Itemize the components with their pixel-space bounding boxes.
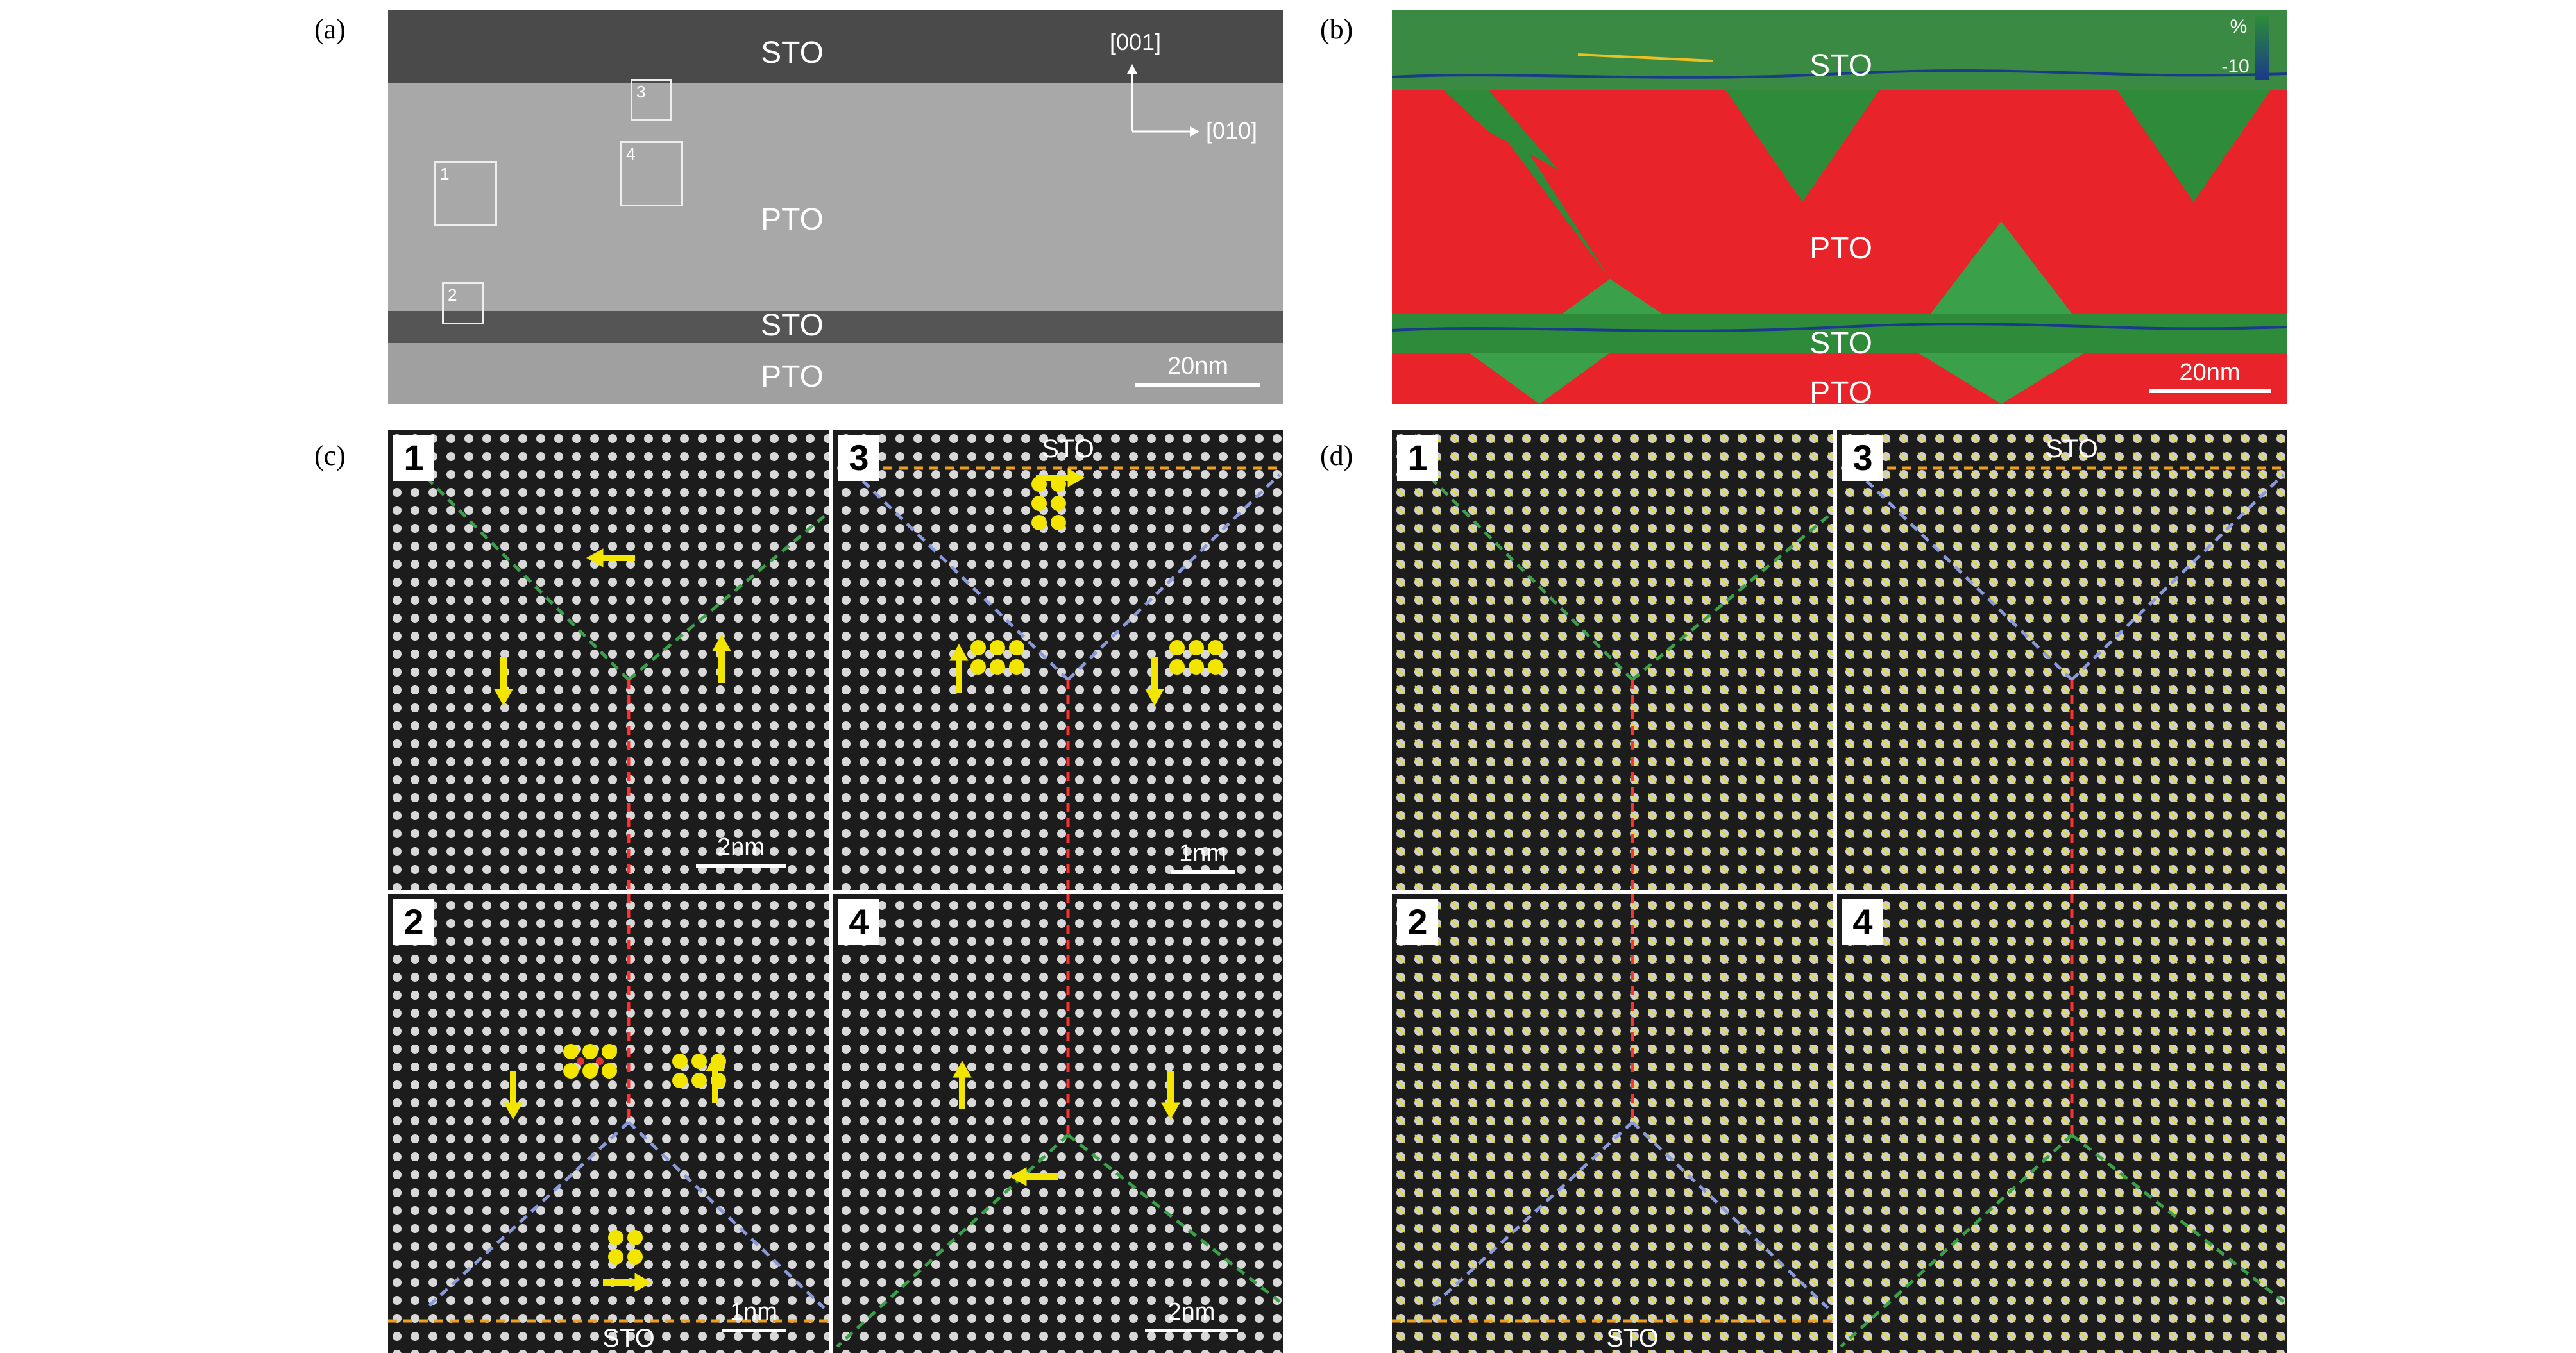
scalebar-c4: 2nm xyxy=(1145,1298,1238,1332)
sub-panel-c4-number: 4 xyxy=(838,899,879,945)
vector-field-d xyxy=(1392,430,2287,1353)
label-sto-mid: STO xyxy=(1809,326,1872,360)
axis-001-label: [001] xyxy=(1109,29,1162,55)
scalebar-c3: 1nm xyxy=(1171,840,1235,874)
axis-arrows xyxy=(1127,64,1199,137)
panel-a-tem-image: STO PTO STO PTO 3 1 4 2 [001] [010] 20nm xyxy=(388,10,1283,404)
axis-010-label: [010] xyxy=(1205,117,1258,144)
sub-panel-d3-number: 3 xyxy=(1842,435,1883,481)
region-box-1: 1 xyxy=(434,161,497,226)
scalebar-b: 20nm xyxy=(2149,359,2271,393)
region-box-4: 4 xyxy=(620,141,683,206)
colorbar-bottom-label: -10 xyxy=(2221,56,2250,77)
scalebar-c2: 1nm xyxy=(722,1298,786,1332)
label-pto-bottom: PTO xyxy=(1809,376,1872,404)
label-sto-top: STO xyxy=(1809,49,1872,83)
colorbar xyxy=(2255,16,2269,80)
sub-panel-d2-number: 2 xyxy=(1397,899,1438,945)
d2-sto-label: STO xyxy=(1606,1324,1659,1352)
panel-b-strain-map: % -10 STO PTO STO PTO 20nm xyxy=(1392,10,2287,404)
label-sto-mid: STO xyxy=(761,308,824,342)
sub-panel-c1-number: 1 xyxy=(393,435,434,481)
sub-panel-d1-number: 1 xyxy=(1397,435,1438,481)
region-box-2: 2 xyxy=(442,282,484,324)
scalebar-c1: 2nm xyxy=(696,834,786,868)
sub-panel-c2-number: 2 xyxy=(393,899,434,945)
panel-label-b: (b) xyxy=(1320,13,1353,45)
c2-sto-label: STO xyxy=(602,1324,655,1352)
label-pto: PTO xyxy=(1809,231,1872,265)
label-pto-bottom: PTO xyxy=(761,360,824,394)
panel-d-polarization-vectors: 1 3 2 4 STO STO xyxy=(1392,430,2287,1353)
sub-panel-d4-number: 4 xyxy=(1842,899,1883,945)
panel-label-a: (a) xyxy=(314,13,346,45)
pto-layer-bottom xyxy=(388,343,1283,404)
label-pto: PTO xyxy=(761,203,824,237)
panel-label-c: (c) xyxy=(314,440,346,471)
sto-layer-mid xyxy=(388,311,1283,343)
label-sto-top: STO xyxy=(761,36,824,70)
sub-panel-c3-number: 3 xyxy=(838,435,879,481)
panel-label-d: (d) xyxy=(1320,440,1353,471)
c3-sto-label: STO xyxy=(1042,435,1094,463)
colorbar-top-label: % xyxy=(2230,16,2248,37)
pto-layer-main xyxy=(388,83,1283,311)
d3-sto-label: STO xyxy=(2046,435,2098,463)
region-box-3: 3 xyxy=(631,79,672,121)
strain-map-shapes xyxy=(1392,10,2287,404)
panel-c-haadf: 1 3 2 4 STO STO 2nm 1nm 1nm 2nm xyxy=(388,430,1283,1353)
scalebar-a: 20nm xyxy=(1135,353,1260,387)
atom-lattice-c xyxy=(388,430,1283,1353)
